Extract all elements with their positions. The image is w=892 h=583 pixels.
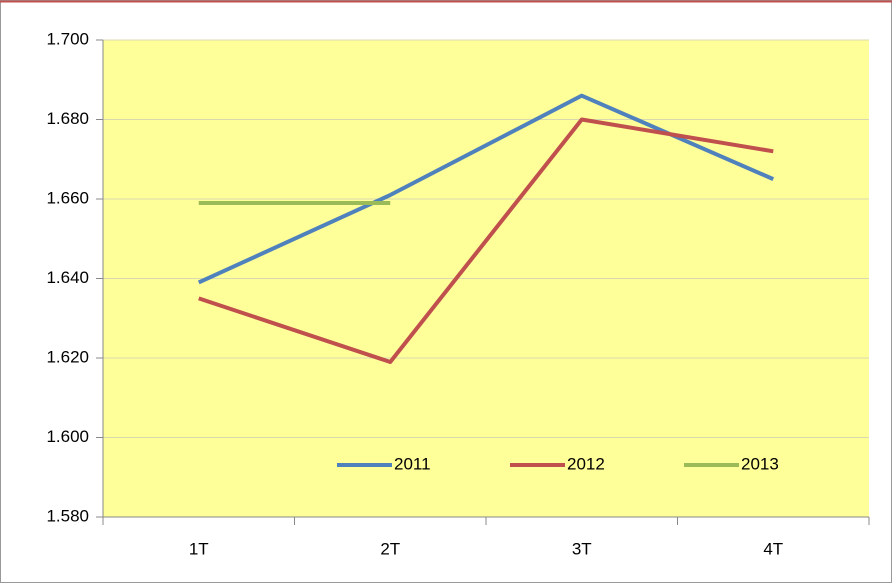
x-tick-label: 2T — [380, 539, 400, 558]
y-tick-label: 1.620 — [46, 347, 89, 366]
x-tick-label: 3T — [572, 539, 592, 558]
legend-label: 2011 — [394, 454, 431, 473]
y-tick-label: 1.680 — [46, 109, 89, 128]
y-tick-label: 1.640 — [46, 268, 89, 287]
series-line — [198, 117, 774, 364]
legend-label: 2012 — [567, 454, 605, 473]
y-tick-label: 1.700 — [46, 29, 89, 48]
x-tick-label: 1T — [189, 539, 209, 558]
y-tick-label: 1.580 — [46, 506, 89, 525]
x-tick-label: 4T — [763, 539, 783, 558]
legend-label: 2013 — [741, 454, 779, 473]
y-tick-label: 1.600 — [46, 427, 89, 446]
y-tick-label: 1.660 — [46, 188, 89, 207]
